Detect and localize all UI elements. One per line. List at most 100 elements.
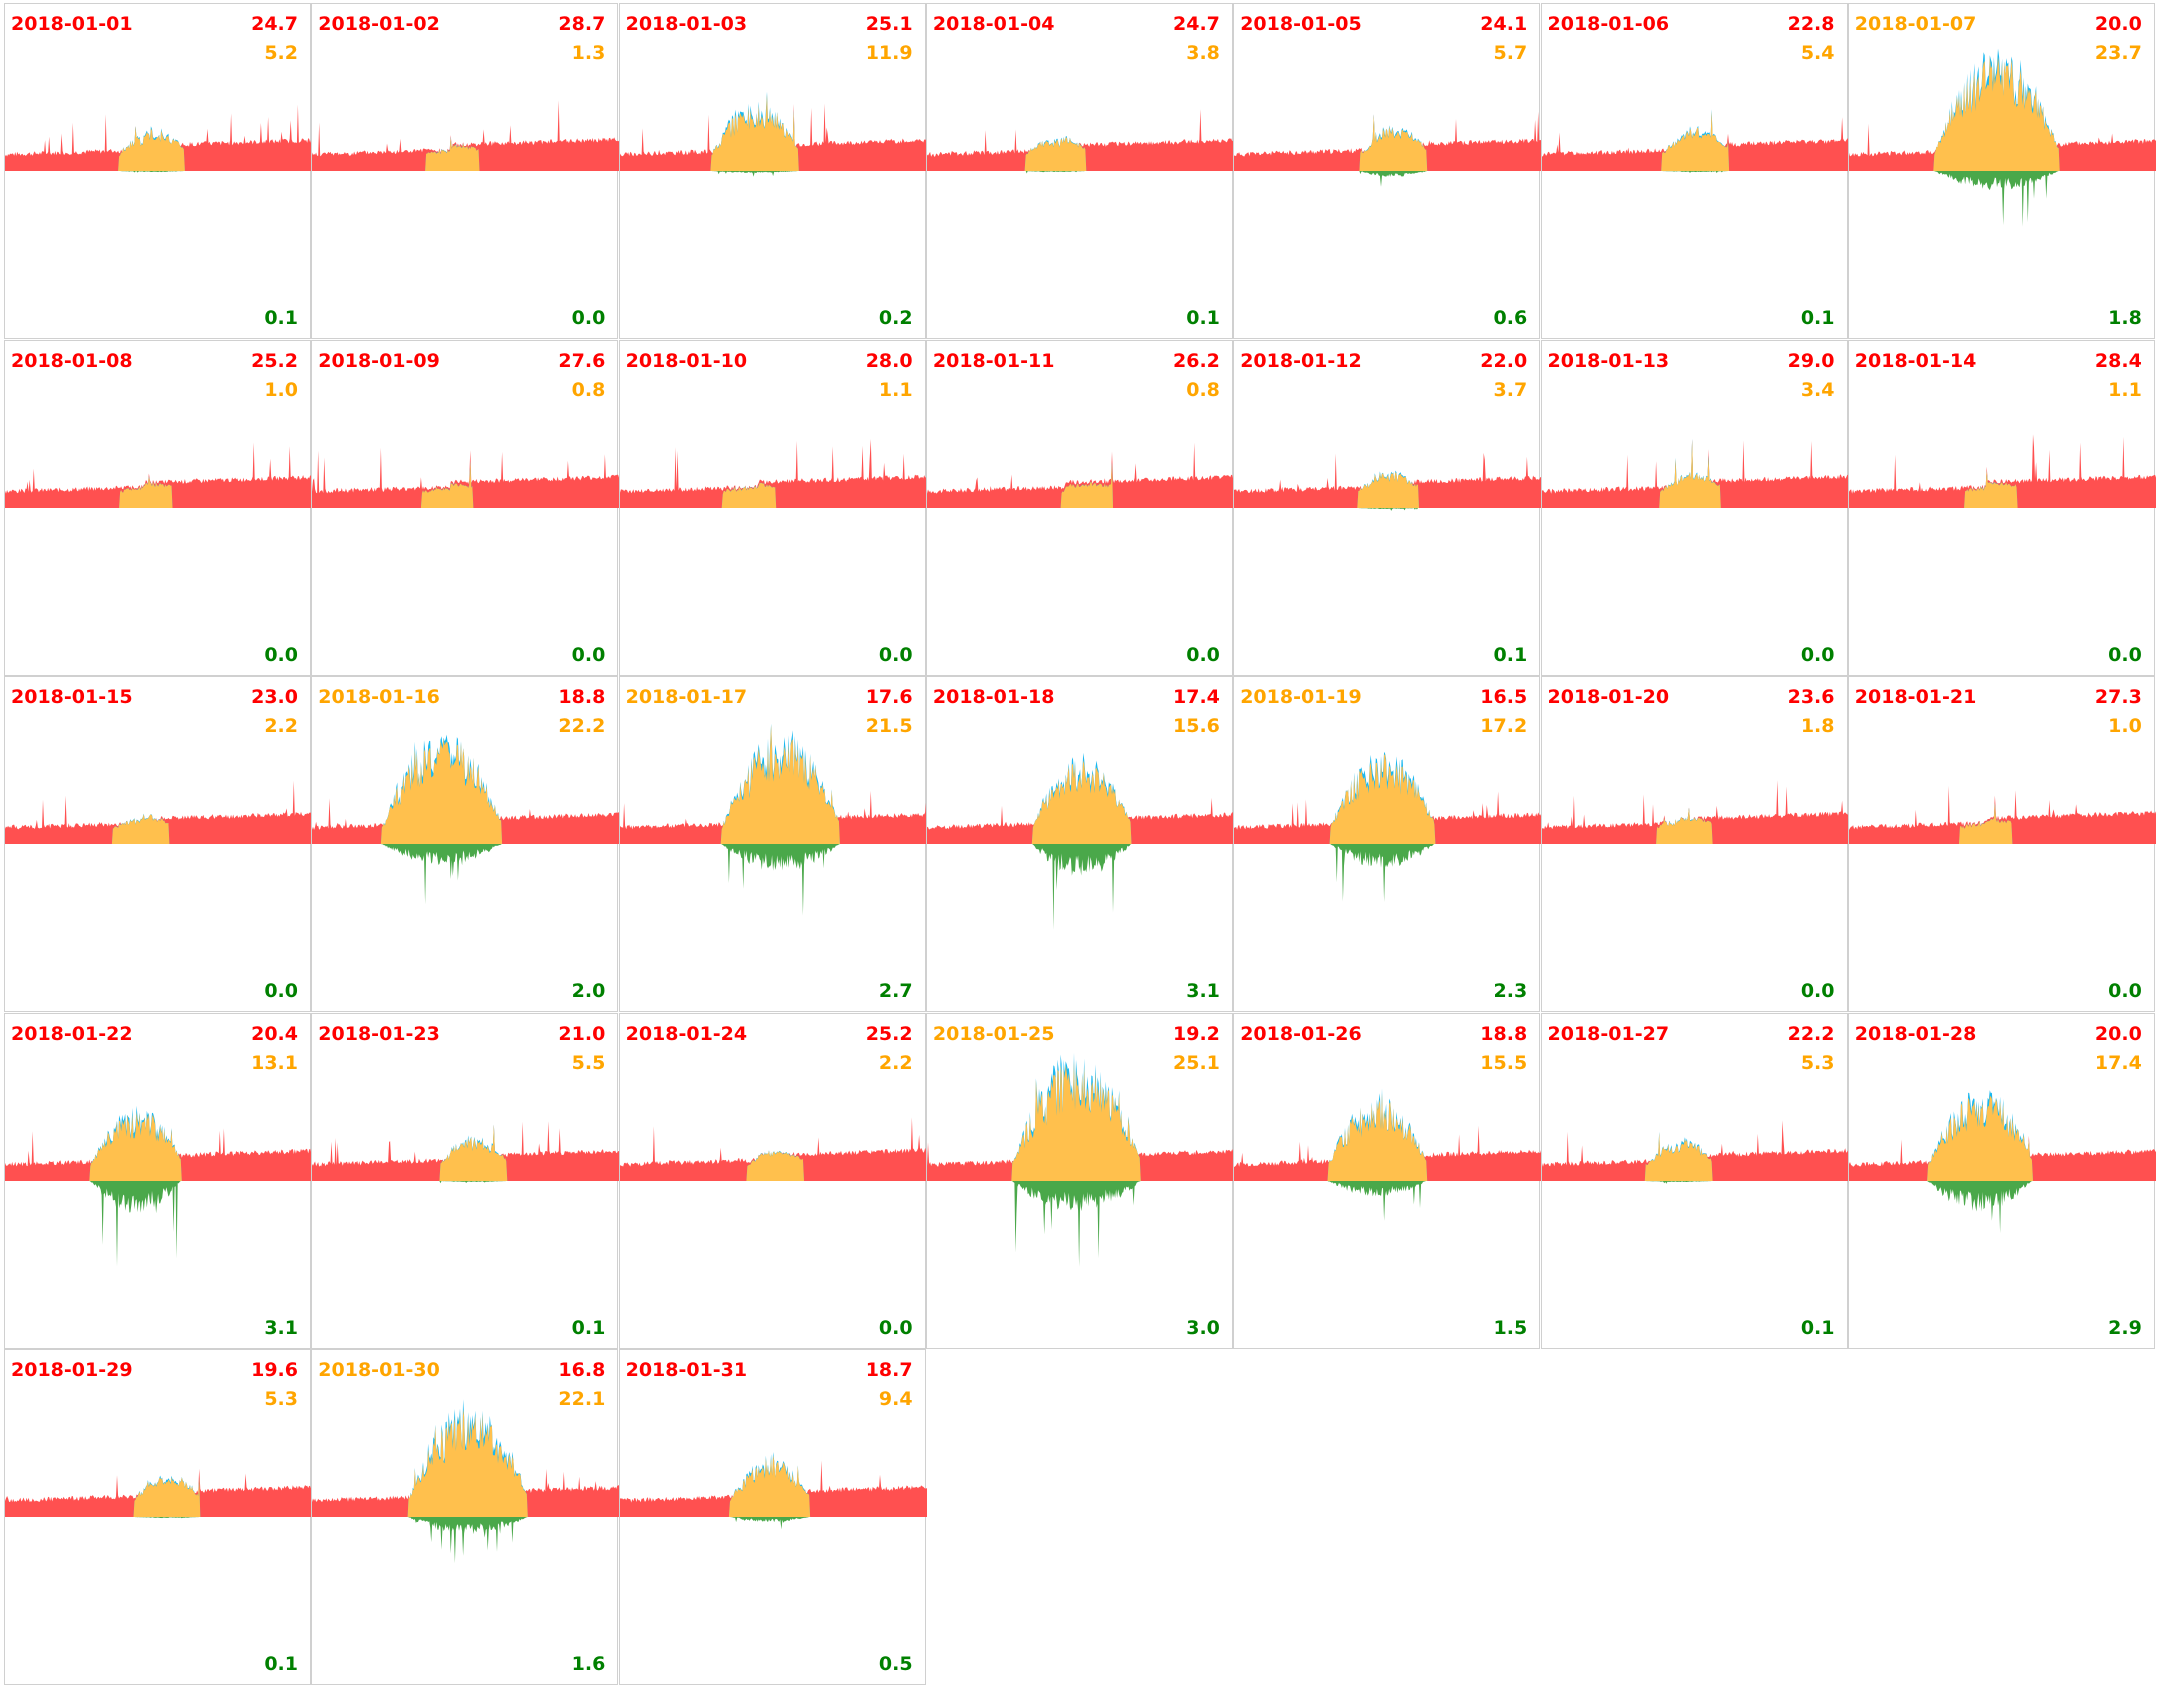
solar-value: 1.0: [264, 378, 298, 401]
solar-value: 13.1: [251, 1051, 298, 1074]
day-chart-cell: 2018-01-01 24.7 5.2 0.1: [4, 3, 313, 339]
export-value: 0.0: [264, 643, 298, 666]
consumption-value: 21.0: [558, 1022, 606, 1045]
day-area-chart: [926, 109, 1235, 174]
solar-value: 1.1: [2108, 378, 2142, 401]
day-chart-cell: 2018-01-18 17.4 15.6 3.1: [925, 676, 1235, 1012]
export-area: [312, 1180, 620, 1183]
day-chart-cell: 2018-01-16 18.8 22.2 2.0: [311, 676, 620, 1012]
solar-value: 17.4: [2094, 1051, 2142, 1074]
consumption-area: [1541, 438, 1849, 508]
day-area-chart: [926, 442, 1235, 508]
export-value: 0.1: [264, 307, 298, 329]
day-chart-cell: 2018-01-27 22.2 5.3 0.1: [1540, 1012, 1849, 1349]
consumption-area: [1541, 115, 1849, 171]
export-value: 0.1: [571, 1316, 606, 1339]
export-value: 0.0: [878, 643, 913, 666]
export-area: [1234, 1180, 1542, 1221]
day-date-label: 2018-01-11: [932, 349, 1055, 372]
consumption-area: [619, 790, 927, 844]
export-area: [312, 1517, 620, 1564]
consumption-value: 28.4: [2094, 349, 2142, 372]
day-area-chart: [5, 1105, 313, 1266]
solar-area: [926, 1060, 1235, 1181]
consumption-value: 23.6: [1787, 686, 1835, 708]
day-chart-cell: 2018-01-09 27.6 0.8 0.0: [311, 339, 620, 676]
day-area-chart: [1541, 780, 1849, 844]
consumption-area: [619, 1116, 927, 1181]
consumption-area: [5, 780, 313, 844]
day-date-label: 2018-01-25: [932, 1022, 1055, 1045]
solar-value: 2.2: [878, 1051, 913, 1074]
consumption-area: [1234, 452, 1542, 508]
day-date-label: 2018-01-27: [1547, 1022, 1670, 1045]
day-area-chart: [926, 1052, 1235, 1267]
day-area-chart: [5, 104, 313, 173]
solar-value: 9.4: [878, 1388, 913, 1410]
consumption-value: 20.0: [2094, 1022, 2142, 1045]
day-area-chart: [1541, 1119, 1849, 1184]
day-chart-cell: 2018-01-26 18.8 15.5 1.5: [1233, 1012, 1542, 1349]
consumption-value: 25.1: [865, 13, 913, 35]
solar-area: [1848, 803, 2157, 844]
consumption-value: 24.7: [251, 13, 298, 35]
export-value: 0.0: [1186, 643, 1220, 666]
consumption-area: [5, 1127, 313, 1181]
consumption-area: [1848, 433, 2157, 508]
day-date-label: 2018-01-14: [1854, 349, 1977, 372]
solar-area: [1234, 114, 1542, 171]
consumption-area: [312, 1120, 620, 1181]
export-area: [926, 171, 1235, 174]
consumption-value: 28.0: [865, 349, 913, 372]
day-area-chart: [5, 442, 313, 508]
solar-value: 22.2: [558, 715, 606, 737]
solar-value: 15.6: [1173, 715, 1220, 737]
solar-area: [1541, 1132, 1849, 1181]
solar-area: [619, 1150, 927, 1181]
solar-value: 5.2: [264, 42, 298, 64]
day-chart-cell: 2018-01-22 20.4 13.1 3.1: [4, 1012, 313, 1349]
consumption-area: [619, 103, 927, 171]
export-value: 3.0: [1186, 1316, 1220, 1339]
day-chart-cell: 2018-01-28 20.0 17.4 2.9: [1847, 1012, 2157, 1349]
consumption-value: 27.6: [558, 349, 606, 372]
day-chart-cell: 2018-01-14 28.4 1.1 0.0: [1847, 339, 2157, 676]
day-date-label: 2018-01-10: [625, 349, 748, 372]
day-chart-cell: 2018-01-11 26.2 0.8 0.0: [925, 339, 1235, 676]
day-area-chart: [1848, 48, 2157, 227]
day-chart-cell: 2018-01-02 28.7 1.3 0.0: [311, 3, 620, 339]
export-area: [1234, 844, 1542, 902]
day-chart-cell: 2018-01-15 23.0 2.2 0.0: [4, 676, 313, 1012]
day-area-chart: [619, 1452, 927, 1530]
day-area-chart: [1848, 785, 2157, 844]
day-area-chart: [1541, 109, 1849, 174]
consumption-area: [1234, 1125, 1542, 1181]
export-area: [926, 1180, 1235, 1267]
day-chart-cell: 2018-01-25 19.2 25.1 3.0: [925, 1012, 1235, 1349]
day-chart-cell: 2018-01-13 29.0 3.4 0.0: [1540, 339, 1849, 676]
day-chart-cell: 2018-01-20 23.6 1.8 0.0: [1540, 676, 1849, 1012]
day-date-label: 2018-01-19: [1240, 686, 1362, 708]
export-area: [312, 844, 620, 905]
solar-value: 1.8: [1800, 715, 1835, 737]
consumption-area: [926, 109, 1235, 171]
consumption-area: [926, 1123, 1235, 1181]
solar-area: [926, 462, 1235, 508]
day-chart-cell: 2018-01-19 16.5 17.2 2.3: [1233, 676, 1542, 1012]
solar-area: [926, 760, 1235, 844]
consumption-value: 17.4: [1173, 686, 1220, 708]
consumption-area: [5, 104, 313, 171]
export-value: 1.8: [2108, 307, 2142, 329]
solar-area: [619, 1455, 927, 1517]
export-value: 0.1: [264, 1653, 298, 1675]
day-date-label: 2018-01-12: [1240, 349, 1362, 372]
solar-area: [1848, 470, 2157, 508]
solar-value: 11.9: [865, 42, 913, 64]
consumption-area: [312, 447, 620, 508]
consumption-area: [1848, 785, 2157, 844]
solar-area: [1234, 754, 1542, 844]
export-area: [619, 171, 927, 177]
solar-area: [926, 137, 1235, 171]
export-value: 3.1: [1186, 980, 1220, 1002]
export-area: [5, 1180, 313, 1266]
